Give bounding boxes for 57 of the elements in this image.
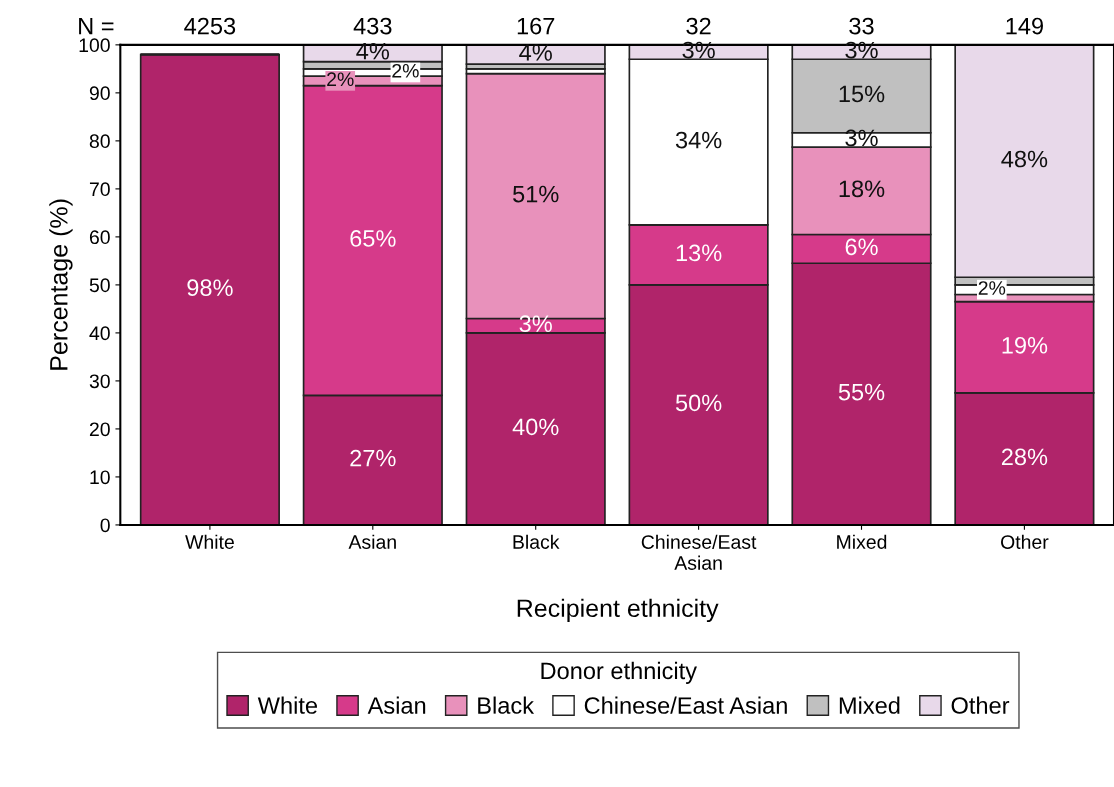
data-label: 3% (682, 41, 715, 59)
x-tick-label: Other (1001, 534, 1049, 549)
data-label: 18% (839, 180, 885, 198)
data-label: 98% (187, 279, 233, 297)
data-label: 40% (512, 418, 559, 436)
text: 32 (686, 17, 711, 35)
y-tick-label: 100 (79, 38, 110, 53)
text: N = (79, 17, 114, 35)
data-label: 4% (356, 42, 390, 60)
y-tick-label: 60 (89, 230, 110, 245)
y-tick-label: 80 (89, 134, 110, 149)
data-label: 50% (675, 394, 722, 412)
legend-title: Donor ethnicity (541, 661, 697, 684)
data-label: 28% (1001, 448, 1048, 466)
data-label: 4% (519, 44, 552, 61)
data-label: 3% (845, 41, 878, 59)
data-label: 48% (1001, 150, 1048, 168)
x-tick-label: White (185, 534, 234, 549)
text: 167 (517, 17, 555, 35)
data-label: 13% (676, 244, 722, 262)
data-label: 2% (392, 63, 419, 78)
x-axis-title: Recipient ethnicity (517, 598, 719, 623)
y-axis-title: Percentage (%) (49, 199, 73, 370)
data-label: 27% (350, 449, 396, 467)
data-label: 51% (513, 185, 559, 203)
data-label: 2% (327, 72, 354, 87)
data-label: 3% (845, 129, 878, 147)
legend-label: Black (478, 696, 535, 714)
text: 33 (849, 17, 874, 35)
x-tick-label: Chinese/East Asian (641, 534, 757, 570)
x-tick-label: Black (513, 534, 560, 549)
y-tick-label: 10 (90, 470, 110, 485)
data-label: 65% (350, 230, 396, 247)
text: 433 (353, 17, 392, 35)
y-tick-label: 30 (89, 374, 110, 389)
x-tick-label: Asian (348, 534, 396, 549)
y-tick-label: 50 (89, 278, 110, 293)
y-tick-label: 0 (100, 518, 110, 533)
text: 149 (1006, 17, 1043, 35)
data-label: 34% (675, 131, 722, 149)
data-label: 55% (838, 383, 885, 401)
legend-label: Asian (367, 696, 426, 714)
data-label: 15% (839, 85, 885, 103)
legend-label: Mixed (839, 696, 900, 714)
legend-label: White (257, 696, 317, 714)
data-label: 3% (519, 315, 552, 333)
legend-label: Other (951, 696, 1010, 714)
legend-label: Chinese/East Asian (584, 696, 787, 714)
y-tick-label: 70 (89, 182, 110, 197)
text: 4253 (184, 17, 236, 35)
y-tick-label: 20 (89, 422, 110, 437)
data-label: 6% (845, 238, 878, 256)
y-tick-label: 90 (89, 86, 110, 101)
x-tick-label: Mixed (837, 534, 887, 549)
y-tick-label: 40 (89, 326, 110, 341)
data-label: 2% (978, 281, 1006, 295)
data-label: 19% (1002, 336, 1048, 354)
